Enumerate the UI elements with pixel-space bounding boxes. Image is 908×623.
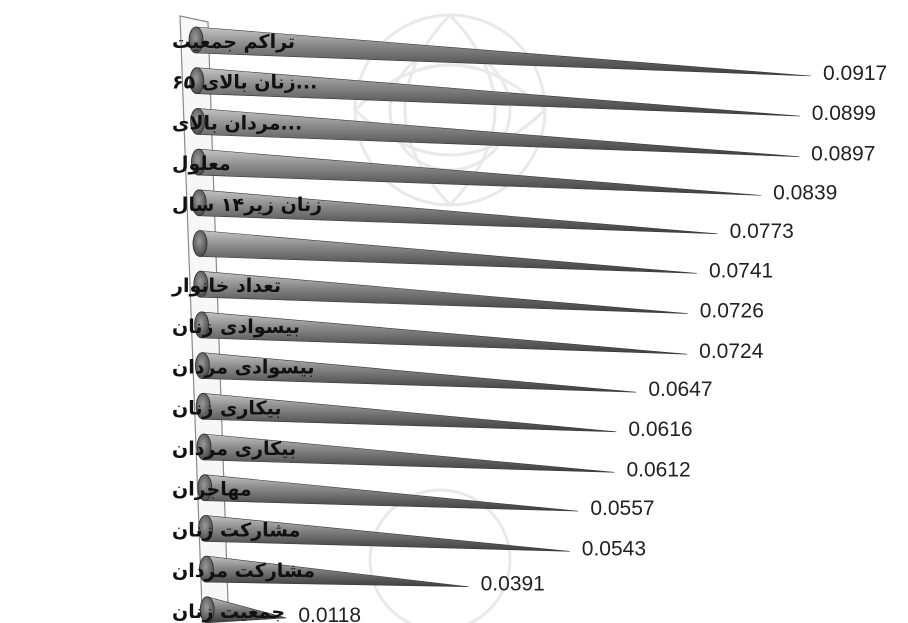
- data-label: 0.0612: [626, 458, 690, 481]
- category-label: بیسوادی زنان: [172, 316, 300, 338]
- bar-cone-base: [189, 67, 205, 95]
- bar-cone: [198, 148, 762, 196]
- data-label: 0.0391: [481, 573, 545, 596]
- category-label: مهاجران: [172, 479, 252, 501]
- data-label: 0.0726: [700, 300, 764, 323]
- watermark: [352, 12, 548, 623]
- data-label: 0.0897: [811, 143, 875, 166]
- bar-cone-base: [193, 270, 209, 298]
- category-label: ...زنان بالای ۶۵: [172, 72, 317, 94]
- data-label: 0.0773: [730, 220, 794, 243]
- data-label: 0.0899: [812, 102, 876, 125]
- bar-cone-base: [190, 108, 206, 135]
- bars-group: [188, 26, 812, 623]
- category-label: تراکم جمعیت: [172, 31, 295, 53]
- category-label: معلول: [172, 153, 231, 175]
- category-label: بیسوادی مردان: [172, 357, 315, 379]
- value-labels-group: 0.0917 0.0899 0.0897 0.0839 0.0773 0.0741 0.07…: [298, 62, 887, 623]
- category-label: مشارکت مردان: [172, 560, 315, 582]
- bar-cone: [204, 474, 579, 512]
- data-label: 0.0557: [590, 497, 654, 520]
- data-label: 0.0616: [628, 418, 692, 441]
- category-label: مشارکت زنان: [172, 519, 300, 541]
- category-label: بیکاری مردان: [172, 438, 296, 460]
- bar-cone-base: [188, 26, 204, 54]
- bar-cone-base: [194, 311, 210, 339]
- bar-cone-base: [190, 148, 206, 176]
- bar-cone-base: [195, 392, 211, 420]
- data-label: 0.0118: [298, 604, 361, 623]
- bar-cone-base: [192, 230, 208, 257]
- category-label: بیکاری زنان: [172, 397, 281, 419]
- data-label: 0.0724: [699, 340, 764, 363]
- bar-cone-base: [194, 352, 210, 380]
- data-label: 0.0647: [648, 378, 712, 401]
- data-label: 0.0543: [582, 537, 646, 560]
- bar-cone-base: [191, 189, 207, 217]
- category-labels-group: تراکم جمعیت ...زنان بالای ۶۵ ...مردان بالا…: [171, 31, 322, 623]
- category-label: جمعیت زنان: [172, 601, 285, 623]
- data-label: 0.0917: [823, 62, 887, 85]
- category-label: ...مردان بالای: [172, 112, 302, 134]
- category-label: تعداد خانوار: [171, 275, 281, 297]
- data-label: 0.0839: [773, 181, 837, 204]
- bar-cone-base: [198, 555, 214, 583]
- bar-cone: [199, 230, 697, 274]
- bar-cone-base: [197, 474, 213, 502]
- bar-cone-base: [198, 515, 214, 542]
- category-label: زنان زیر۱۴ سال: [172, 194, 322, 216]
- data-label: 0.0741: [709, 259, 773, 282]
- bar-cone-base: [196, 433, 212, 461]
